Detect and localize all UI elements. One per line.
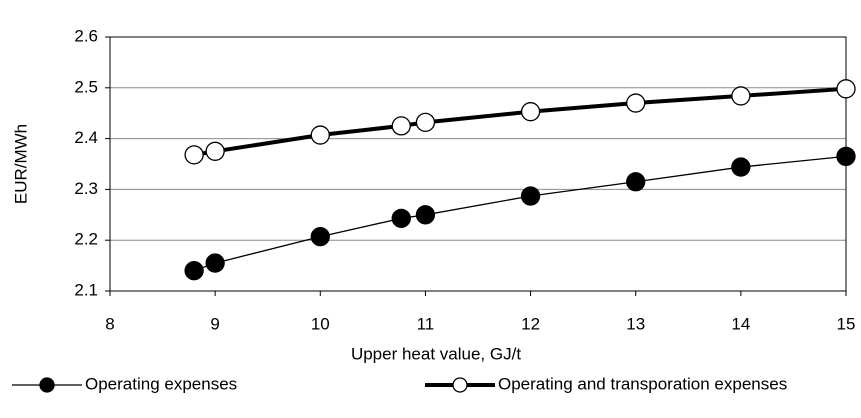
x-tick-label: 10 <box>311 314 330 333</box>
marker <box>415 112 436 132</box>
marker <box>520 102 541 122</box>
series-line <box>193 155 847 272</box>
marker <box>626 172 646 192</box>
marker <box>626 93 646 113</box>
x-tick-label: 9 <box>210 314 219 333</box>
x-tick-label: 11 <box>417 314 435 333</box>
marker <box>731 157 751 177</box>
x-tick-label: 12 <box>521 314 540 333</box>
legend-marker <box>39 377 55 393</box>
x-axis-title: Upper heat value, GJ/t <box>351 344 521 363</box>
marker <box>391 116 411 136</box>
x-tick-label: 13 <box>626 314 645 333</box>
y-tick-label: 2.1 <box>74 280 98 299</box>
legend-marker <box>452 377 468 393</box>
y-tick-label: 2.2 <box>74 230 98 249</box>
y-tick-label: 2.3 <box>74 179 98 198</box>
marker <box>520 186 541 206</box>
marker <box>184 261 204 281</box>
marker <box>836 146 856 167</box>
x-tick-label: 8 <box>105 314 114 333</box>
y-tick-label: 2.4 <box>74 128 98 147</box>
marker <box>836 79 856 99</box>
legend-label: Operating and transporation expenses <box>498 374 787 393</box>
marker <box>310 226 330 247</box>
marker <box>310 125 330 145</box>
marker <box>205 253 225 273</box>
marker <box>391 208 411 229</box>
x-tick-label: 14 <box>731 314 750 333</box>
marker <box>731 86 751 106</box>
legend-label: Operating expenses <box>85 374 237 393</box>
marker <box>415 205 436 225</box>
y-axis-title: EUR/MWh <box>11 124 30 204</box>
marker <box>205 141 225 161</box>
x-tick-label: 15 <box>837 314 856 333</box>
marker <box>184 145 204 165</box>
y-tick-label: 2.5 <box>74 77 98 96</box>
y-tick-label: 2.6 <box>74 26 98 45</box>
